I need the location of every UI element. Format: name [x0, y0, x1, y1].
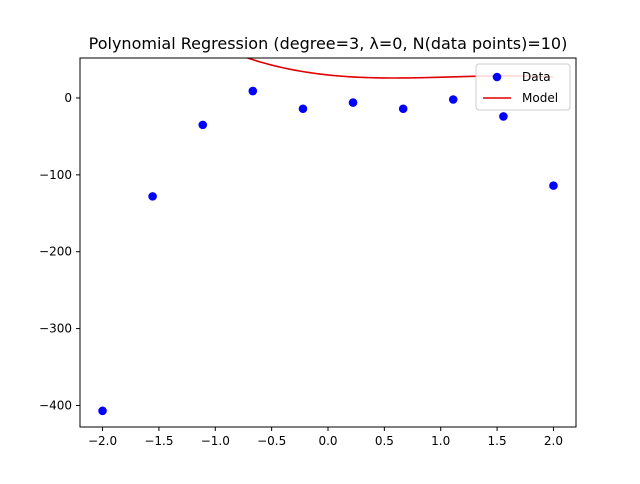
data-point [98, 406, 107, 416]
x-tick-label: −1.5 [144, 434, 173, 448]
legend: Data Model [475, 63, 571, 111]
y-tick-label: −400 [39, 398, 72, 412]
x-tick-label: −0.5 [257, 434, 286, 448]
data-point [148, 192, 157, 201]
x-tick-label: −2.0 [88, 434, 117, 448]
data-point [248, 86, 258, 96]
data-point [499, 112, 508, 121]
data-point [448, 95, 458, 104]
x-tick-label: 1.0 [431, 434, 450, 448]
x-tick-label: 0.0 [318, 434, 337, 448]
legend-data-marker [492, 72, 502, 82]
data-point [198, 120, 208, 130]
legend-model-label: Model [522, 91, 558, 105]
chart-title: Polynomial Regression (degree=3, λ=0, N(… [89, 34, 568, 53]
y-tick-label: 0 [64, 91, 72, 105]
x-tick-label: 2.0 [544, 434, 563, 448]
data-point [398, 104, 408, 114]
x-tick-label: 0.5 [375, 434, 394, 448]
x-tick-label: 1.5 [488, 434, 507, 448]
data-point [549, 181, 558, 190]
legend-data-label: Data [522, 70, 551, 84]
x-tick-label: −1.0 [201, 434, 230, 448]
y-tick-label: −200 [39, 245, 72, 259]
data-point [348, 98, 358, 107]
data-point [298, 104, 308, 114]
y-tick-label: −100 [39, 168, 72, 182]
axes: −2.0 −1.5 −1.0 −0.5 0.0 0.5 1.0 1.5 2.0 −400 −300 −… [39, 57, 577, 448]
y-tick-label: −300 [39, 322, 72, 336]
